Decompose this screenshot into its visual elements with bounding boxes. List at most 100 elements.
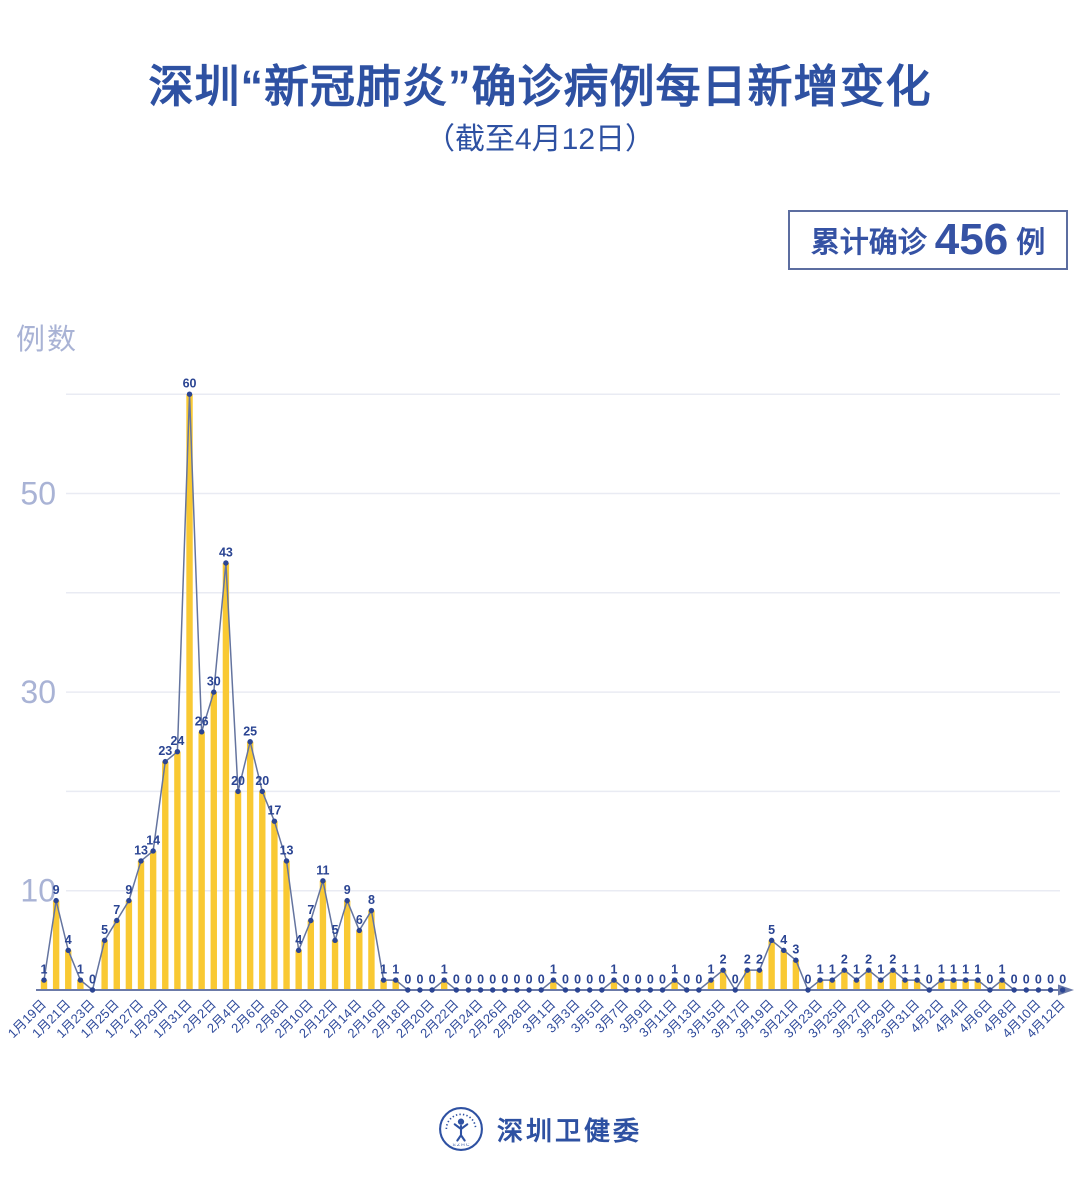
svg-text:0: 0 (465, 973, 472, 987)
daily-bar (162, 761, 169, 990)
daily-bar (52, 900, 60, 990)
svg-text:2: 2 (756, 953, 763, 967)
svg-text:9: 9 (125, 883, 132, 897)
svg-text:13: 13 (134, 843, 148, 857)
svg-text:1: 1 (999, 963, 1006, 977)
svg-text:1: 1 (41, 963, 48, 977)
daily-bar (319, 880, 327, 990)
chart-bars (40, 394, 1006, 990)
footer-org-name: 深圳卫健委 (496, 1115, 642, 1146)
svg-text:1: 1 (550, 963, 557, 977)
daily-bar (356, 930, 363, 990)
daily-bar (40, 980, 48, 990)
svg-text:1: 1 (974, 963, 981, 977)
daily-bar (295, 950, 302, 990)
svg-text:S Z H C: S Z H C (452, 1142, 470, 1148)
chart-gridlines (66, 393, 1060, 892)
svg-text:2: 2 (865, 953, 872, 967)
daily-bar (962, 980, 969, 990)
svg-text:0: 0 (1011, 973, 1018, 987)
svg-text:4: 4 (65, 933, 72, 947)
svg-text:7: 7 (307, 903, 314, 917)
daily-bar (550, 980, 557, 990)
svg-text:1: 1 (950, 963, 957, 977)
daily-bar (744, 970, 751, 990)
svg-text:1: 1 (77, 963, 84, 977)
svg-text:1: 1 (829, 963, 836, 977)
daily-bar (174, 751, 181, 990)
daily-bar (610, 980, 618, 990)
daily-bar (307, 920, 314, 990)
svg-text:0: 0 (89, 973, 96, 987)
svg-text:5: 5 (768, 923, 775, 937)
svg-text:0: 0 (562, 973, 569, 987)
svg-text:4: 4 (780, 933, 787, 947)
daily-bar (719, 970, 727, 990)
daily-bar (210, 692, 217, 990)
svg-text:1: 1 (610, 963, 617, 977)
page-subtitle: （截至4月12日） (424, 123, 656, 156)
svg-text:11: 11 (316, 863, 329, 877)
daily-bar (186, 394, 193, 990)
daily-bar (137, 860, 145, 990)
daily-bar (913, 980, 921, 990)
svg-text:0: 0 (805, 973, 812, 987)
svg-text:0: 0 (635, 973, 642, 987)
health-commission-logo-icon: S Z H C (439, 1107, 483, 1151)
svg-text:24: 24 (170, 734, 184, 748)
chart-x-tick-labels: 1月19日1月21日1月23日1月25日1月27日1月29日1月31日2月2日2… (5, 997, 1068, 1041)
daily-bar (756, 970, 763, 990)
svg-text:0: 0 (489, 973, 496, 987)
daily-bar (998, 980, 1006, 990)
y-axis-title: 例数 (16, 324, 79, 356)
svg-text:6: 6 (356, 913, 363, 927)
svg-text:3: 3 (792, 943, 799, 957)
daily-bar (368, 910, 375, 990)
svg-text:1: 1 (708, 963, 715, 977)
svg-text:0: 0 (598, 973, 605, 987)
svg-text:2: 2 (720, 953, 727, 967)
daily-bar (343, 900, 351, 990)
daily-bar (222, 563, 230, 990)
svg-text:0: 0 (695, 973, 702, 987)
daily-bar (65, 950, 72, 990)
daily-bar (841, 970, 848, 990)
page-title: 深圳“新冠肺炎”确诊病例每日新增变化 (148, 61, 932, 112)
svg-text:0: 0 (574, 973, 581, 987)
svg-text:1: 1 (877, 963, 884, 977)
svg-text:0: 0 (1023, 973, 1030, 987)
svg-text:25: 25 (243, 724, 257, 738)
svg-text:1: 1 (938, 963, 945, 977)
svg-text:0: 0 (416, 973, 423, 987)
svg-text:0: 0 (732, 973, 739, 987)
svg-text:4: 4 (295, 933, 302, 947)
svg-text:2: 2 (744, 953, 751, 967)
svg-text:10: 10 (20, 873, 56, 909)
daily-bar (440, 980, 448, 990)
daily-bar (283, 860, 290, 990)
svg-text:0: 0 (526, 973, 533, 987)
daily-new-cases-chart: 1030501941057913142324602630432025201713… (5, 377, 1074, 1041)
daily-bar (768, 940, 775, 990)
svg-text:0: 0 (683, 973, 690, 987)
daily-bar (271, 821, 278, 990)
svg-text:0: 0 (1059, 973, 1066, 987)
daily-bar (331, 940, 339, 990)
svg-text:43: 43 (219, 546, 233, 560)
svg-text:0: 0 (429, 973, 436, 987)
svg-text:1: 1 (441, 963, 448, 977)
svg-text:20: 20 (255, 774, 269, 788)
footer: S Z H C 深圳卫健委 (0, 1106, 1080, 1152)
chart-points (41, 391, 1066, 993)
svg-text:5: 5 (332, 923, 339, 937)
svg-text:1: 1 (902, 963, 909, 977)
daily-bar (865, 970, 872, 990)
svg-text:30: 30 (207, 675, 221, 689)
daily-bar (259, 791, 266, 990)
daily-bar (938, 980, 945, 990)
svg-text:2: 2 (889, 953, 896, 967)
chart-y-tick-labels: 10 30 50 (20, 476, 56, 909)
svg-text:9: 9 (344, 883, 351, 897)
daily-bar (829, 980, 836, 990)
svg-text:0: 0 (623, 973, 630, 987)
